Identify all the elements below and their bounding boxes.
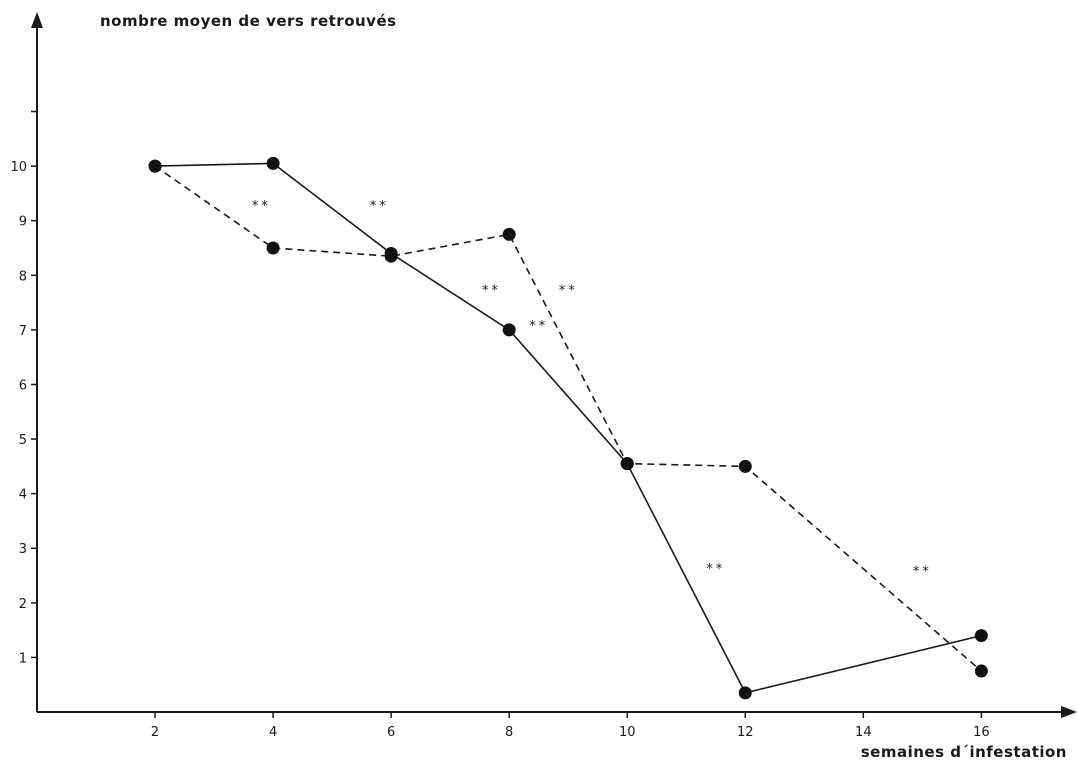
data-point <box>620 457 634 471</box>
x-tick-label: 2 <box>151 725 159 740</box>
data-point <box>738 686 752 700</box>
series <box>154 162 982 694</box>
y-tick-label: 10 <box>10 160 27 175</box>
data-point <box>502 323 516 337</box>
y-tick-label: 4 <box>19 488 27 503</box>
significance-marker: ** <box>913 565 932 580</box>
y-tick-label: 7 <box>19 324 27 339</box>
data-points <box>148 156 988 700</box>
x-axis-arrow-icon <box>1061 706 1077 718</box>
data-point <box>148 159 162 173</box>
x-tick-label: 8 <box>505 725 513 740</box>
x-tick-label: 12 <box>737 725 754 740</box>
data-point <box>502 227 516 241</box>
y-tick-label: 9 <box>19 215 27 230</box>
significance-marker: ** <box>529 319 548 334</box>
x-tick-label: 6 <box>387 725 395 740</box>
significance-marker: ** <box>706 562 725 577</box>
data-point <box>738 459 752 473</box>
data-point <box>384 249 398 263</box>
data-point <box>974 629 988 643</box>
y-axis-label: nombre moyen de vers retrouvés <box>100 12 397 30</box>
x-tick-label: 4 <box>269 725 277 740</box>
significance-marker: ** <box>252 199 271 214</box>
data-point <box>266 241 280 255</box>
series-line-dashed <box>154 165 982 672</box>
y-tick-label: 6 <box>19 378 27 393</box>
x-tick-label: 10 <box>619 725 636 740</box>
significance-marker: ** <box>482 283 501 298</box>
series-line-solid <box>154 162 982 694</box>
x-axis-label: semaines d´infestation <box>861 743 1067 761</box>
y-axis-arrow-icon <box>31 12 43 28</box>
significance-marker: ** <box>559 283 578 298</box>
y-tick-label: 8 <box>19 269 27 284</box>
axes <box>31 12 1077 718</box>
significance-marker: ** <box>370 199 389 214</box>
y-tick-label: 3 <box>19 542 27 557</box>
y-tick-label: 2 <box>19 597 27 612</box>
y-tick-label: 1 <box>19 651 27 666</box>
y-tick-label: 5 <box>19 433 27 448</box>
x-tick-label: 16 <box>973 725 990 740</box>
data-point <box>974 664 988 678</box>
data-point <box>266 156 280 170</box>
x-tick-label: 14 <box>855 725 872 740</box>
annotations: ** ** ** ** ** ** ** <box>252 199 932 580</box>
